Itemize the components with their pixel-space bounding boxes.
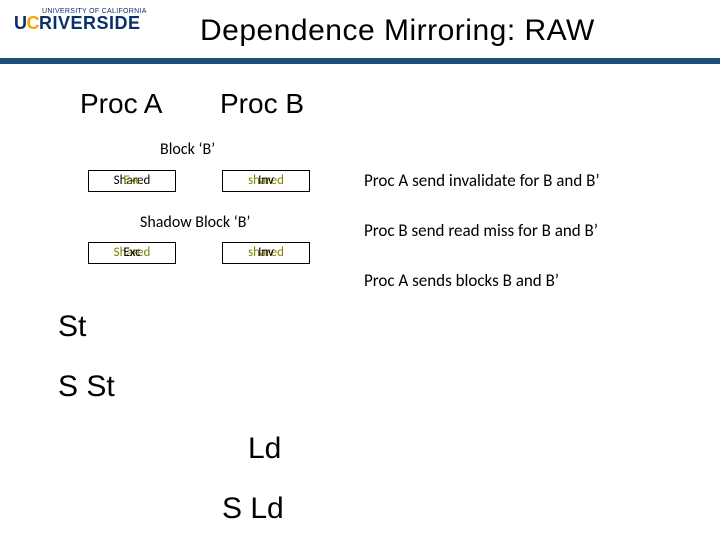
title-rule: [0, 58, 720, 64]
cell-b1-front: Inv: [223, 171, 309, 191]
op-sld: S Ld: [222, 492, 284, 526]
note-sends-blocks: Proc A sends blocks B and B’: [364, 270, 559, 291]
cell-a1-front: Exc: [89, 171, 175, 191]
shadow-block-b-proc-a-cell: Shared Exc: [88, 242, 176, 264]
cell-a2-front: Exc: [89, 243, 175, 263]
note-read-miss: Proc B send read miss for B and B’: [364, 220, 598, 241]
op-sst: S St: [58, 370, 115, 404]
logo-c: C: [27, 13, 40, 33]
logo-riverside: RIVERSIDE: [39, 13, 141, 33]
shadow-block-b-label: Shadow Block ‘B’: [140, 213, 250, 232]
op-ld: Ld: [248, 432, 281, 466]
block-b-proc-a-cell: Shared Exc: [88, 170, 176, 192]
block-b-proc-b-cell: shared Inv: [222, 170, 310, 192]
slide-title: Dependence Mirroring: RAW: [200, 14, 595, 48]
block-b-label: Block ‘B’: [160, 140, 215, 159]
shadow-block-b-proc-b-cell: shared Inv: [222, 242, 310, 264]
ucr-logo: UNIVERSITY OF CALIFORNIA UCRIVERSIDE: [14, 6, 174, 54]
cell-b2-front: Inv: [223, 243, 309, 263]
op-st: St: [58, 310, 86, 344]
note-invalidate: Proc A send invalidate for B and B’: [364, 170, 600, 191]
logo-u: U: [14, 13, 27, 33]
proc-a-heading: Proc A: [80, 88, 162, 120]
proc-b-heading: Proc B: [220, 88, 304, 120]
